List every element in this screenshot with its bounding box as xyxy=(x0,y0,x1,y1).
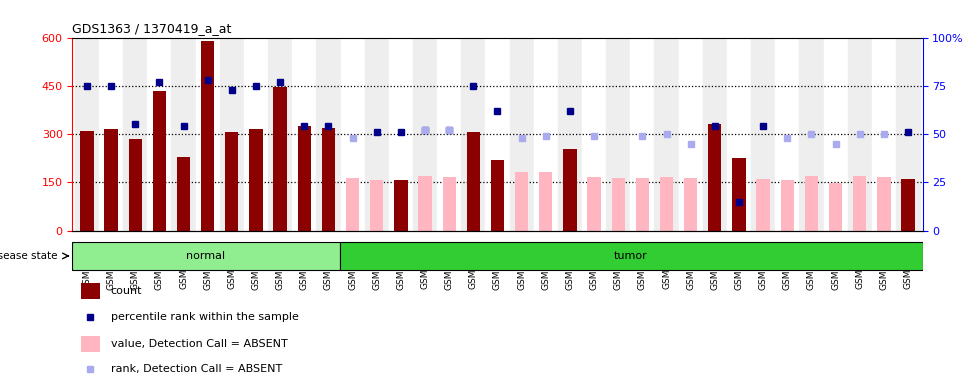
Bar xyxy=(317,38,341,231)
Bar xyxy=(104,129,118,231)
Bar xyxy=(201,41,214,231)
Bar xyxy=(346,177,359,231)
Bar xyxy=(172,38,196,231)
Bar xyxy=(249,129,263,231)
Bar xyxy=(727,38,752,231)
Bar xyxy=(293,38,317,231)
FancyBboxPatch shape xyxy=(72,242,340,270)
Bar xyxy=(269,38,293,231)
Bar xyxy=(177,157,190,231)
Bar xyxy=(225,132,239,231)
Bar xyxy=(148,38,172,231)
Bar xyxy=(128,139,142,231)
Bar xyxy=(800,38,824,231)
Bar xyxy=(636,178,649,231)
Bar xyxy=(462,38,486,231)
Bar xyxy=(394,180,408,231)
Bar xyxy=(582,38,607,231)
Text: disease state: disease state xyxy=(0,251,60,261)
Bar xyxy=(195,38,220,231)
Text: tumor: tumor xyxy=(614,251,648,261)
Bar xyxy=(708,124,722,231)
Bar xyxy=(510,38,534,231)
Bar xyxy=(703,38,727,231)
Bar xyxy=(679,38,703,231)
Bar xyxy=(486,38,510,231)
Bar xyxy=(756,179,770,231)
Bar xyxy=(611,178,625,231)
Text: percentile rank within the sample: percentile rank within the sample xyxy=(111,312,298,322)
Text: GDS1363 / 1370419_a_at: GDS1363 / 1370419_a_at xyxy=(72,22,232,35)
Bar xyxy=(442,177,456,231)
Bar xyxy=(388,38,413,231)
Bar xyxy=(563,148,577,231)
Bar xyxy=(872,38,896,231)
Bar xyxy=(558,38,582,231)
Bar xyxy=(124,38,148,231)
Bar xyxy=(781,180,794,231)
Bar xyxy=(848,38,872,231)
Bar xyxy=(220,38,244,231)
Bar xyxy=(631,38,655,231)
Bar xyxy=(75,38,99,231)
Bar xyxy=(467,132,480,231)
Text: normal: normal xyxy=(186,251,226,261)
Bar xyxy=(539,172,553,231)
Bar xyxy=(365,38,388,231)
Bar xyxy=(534,38,558,231)
Bar xyxy=(491,160,504,231)
Text: value, Detection Call = ABSENT: value, Detection Call = ABSENT xyxy=(111,339,288,349)
Bar xyxy=(805,176,818,231)
Bar xyxy=(896,38,921,231)
Bar xyxy=(341,38,365,231)
Bar xyxy=(370,180,384,231)
Bar xyxy=(298,126,311,231)
Bar xyxy=(660,177,673,231)
Bar xyxy=(824,38,848,231)
Bar xyxy=(413,38,438,231)
Text: rank, Detection Call = ABSENT: rank, Detection Call = ABSENT xyxy=(111,364,282,374)
Bar xyxy=(244,38,269,231)
Bar xyxy=(322,128,335,231)
Bar xyxy=(438,38,462,231)
Bar xyxy=(99,38,124,231)
Bar xyxy=(153,91,166,231)
Bar xyxy=(80,131,94,231)
Bar xyxy=(81,284,99,299)
Bar xyxy=(587,177,601,231)
Bar xyxy=(81,336,99,352)
Bar xyxy=(732,158,746,231)
Bar xyxy=(684,178,697,231)
Bar xyxy=(901,179,915,231)
Bar xyxy=(515,172,528,231)
Bar xyxy=(877,177,891,231)
Bar xyxy=(273,87,287,231)
Text: count: count xyxy=(111,286,142,296)
Bar xyxy=(607,38,631,231)
Bar xyxy=(655,38,679,231)
Bar xyxy=(829,183,842,231)
Bar xyxy=(418,176,432,231)
Bar xyxy=(776,38,800,231)
Bar xyxy=(752,38,776,231)
FancyBboxPatch shape xyxy=(340,242,923,270)
Bar xyxy=(853,176,867,231)
